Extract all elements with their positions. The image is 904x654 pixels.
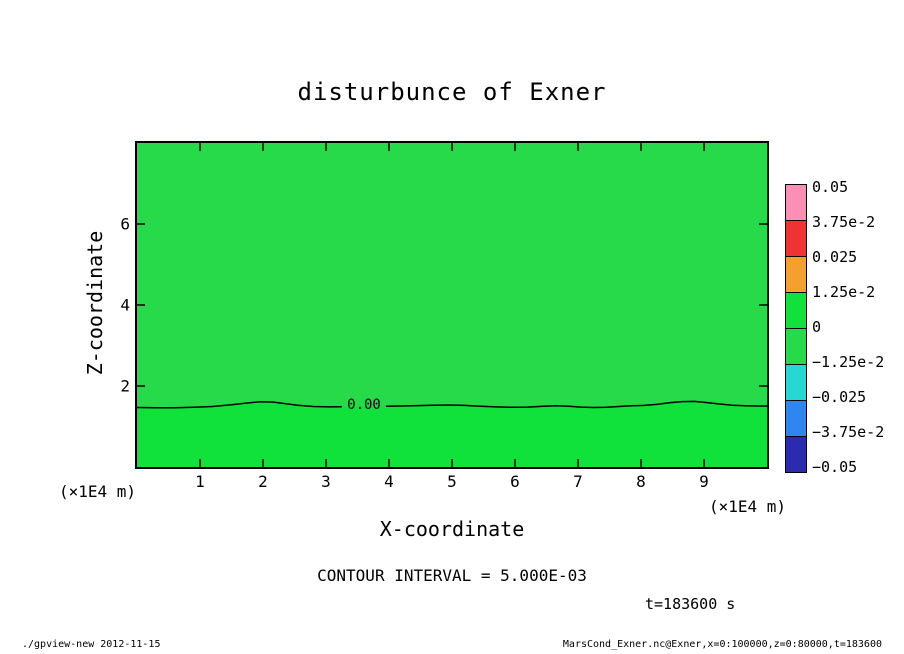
- colorbar-level-label: −3.75e-2: [812, 423, 885, 441]
- zero-contour-line: [137, 401, 342, 409]
- x-axis-unit: (×1E4 m): [708, 497, 786, 516]
- time-annotation: t=183600 s: [645, 595, 736, 613]
- contour-interval-text: CONTOUR INTERVAL = 5.000E-03: [317, 566, 587, 585]
- colorbar-segment: [786, 292, 806, 328]
- y-tick-label: 6: [120, 214, 130, 234]
- colorbar-segment: [786, 400, 806, 436]
- colorbar-level-label: 0.025: [812, 248, 858, 266]
- colorbar: [785, 184, 807, 473]
- colorbar-segment: [786, 364, 806, 400]
- colorbar-level-label: 1.25e-2: [812, 283, 876, 301]
- colorbar-level-label: 0.05: [812, 178, 849, 196]
- colorbar-level-label: 0: [812, 318, 822, 336]
- colorbar-level-label: −0.025: [812, 388, 867, 406]
- colorbar-level-label: 3.75e-2: [812, 213, 876, 231]
- y-tick-label: 4: [120, 295, 130, 315]
- colorbar-level-label: −1.25e-2: [812, 353, 885, 371]
- zero-contour-label: 0.00: [347, 397, 381, 413]
- x-tick-label: 8: [636, 472, 646, 491]
- x-tick-label: 5: [447, 472, 457, 491]
- y-axis-unit: (×1E4 m): [58, 482, 136, 501]
- x-axis-label: X-coordinate: [379, 517, 525, 541]
- plot-area: 0.00: [135, 141, 769, 469]
- footer-command: ./gpview-new 2012-11-15: [22, 639, 161, 650]
- colorbar-segment: [786, 185, 806, 220]
- x-tick-label: 1: [195, 472, 205, 491]
- colorbar-segment: [786, 436, 806, 472]
- plot-title: disturbunce of Exner: [297, 78, 607, 106]
- zero-contour-line: [385, 400, 767, 409]
- x-tick-label: 7: [573, 472, 583, 491]
- x-tick-label: 2: [258, 472, 268, 491]
- region-below-zero-contour: [137, 401, 767, 467]
- x-tick-label: 6: [510, 472, 520, 491]
- colorbar-segment: [786, 220, 806, 256]
- colorbar-segment: [786, 328, 806, 364]
- x-tick-label: 3: [321, 472, 331, 491]
- colorbar-segment: [786, 256, 806, 292]
- footer-file-info: MarsCond_Exner.nc@Exner,x=0:100000,z=0:8…: [562, 639, 882, 650]
- y-tick-label: 2: [120, 376, 130, 396]
- colorbar-level-label: −0.05: [812, 458, 858, 476]
- x-tick-label: 9: [699, 472, 709, 491]
- x-tick-label: 4: [384, 472, 394, 491]
- contour-plot-svg: [137, 143, 767, 467]
